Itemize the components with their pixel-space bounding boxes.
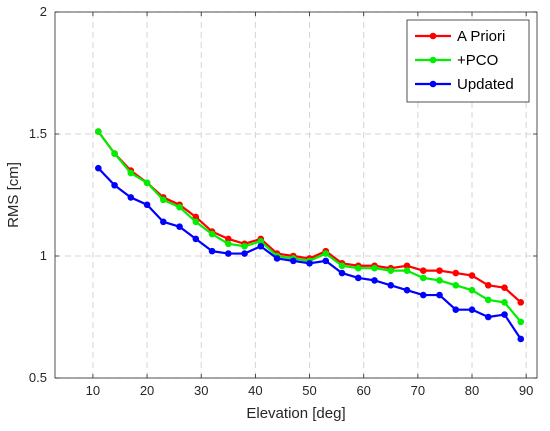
legend: A Priori +PCO Updated — [406, 19, 530, 103]
legend-swatch-marker — [429, 56, 437, 64]
data-point — [225, 240, 232, 248]
data-point — [452, 281, 460, 289]
data-point — [371, 277, 378, 284]
data-point — [257, 238, 265, 245]
data-point — [257, 242, 265, 250]
data-point — [208, 247, 216, 255]
data-point — [403, 267, 411, 274]
data-point — [111, 150, 118, 157]
data-point — [289, 257, 297, 265]
data-point — [127, 194, 135, 201]
data-point — [419, 267, 427, 274]
data-point — [517, 335, 525, 343]
x-tick-label: 40 — [248, 383, 262, 398]
legend-label: +PCO — [457, 52, 498, 69]
y-tick-label: 0.5 — [29, 370, 47, 385]
legend-item: Updated — [415, 76, 514, 93]
data-point — [468, 272, 476, 279]
data-point — [517, 299, 525, 306]
data-point — [208, 230, 216, 238]
data-point — [95, 128, 102, 135]
data-point — [452, 306, 460, 313]
data-point — [484, 296, 492, 304]
data-point — [501, 311, 508, 318]
y-axis-label: RMS [cm] — [5, 162, 22, 228]
data-point — [225, 250, 232, 257]
y-tick-label: 2 — [40, 4, 47, 19]
data-point — [127, 169, 135, 177]
data-point — [273, 255, 281, 262]
data-point — [436, 267, 443, 274]
x-tick-label: 70 — [411, 383, 425, 398]
data-point — [143, 179, 151, 187]
data-point — [436, 277, 443, 284]
x-tick-label: 60 — [356, 383, 370, 398]
x-axis-label: Elevation [deg] — [246, 405, 345, 422]
series-2 — [95, 164, 525, 343]
data-point — [468, 286, 476, 294]
data-point — [403, 262, 411, 270]
data-point — [484, 313, 492, 321]
data-point — [192, 213, 200, 221]
x-tick-label: 30 — [194, 383, 208, 398]
data-point — [484, 281, 492, 289]
data-point — [176, 203, 183, 211]
series-lines — [95, 128, 525, 343]
data-point — [192, 218, 200, 226]
data-point — [338, 262, 346, 270]
data-point — [501, 299, 508, 306]
data-point — [387, 267, 395, 274]
x-tick-label: 10 — [86, 383, 100, 398]
data-point — [403, 286, 411, 294]
data-point — [322, 257, 330, 265]
data-point — [419, 274, 427, 282]
data-point — [322, 250, 330, 257]
data-point — [306, 260, 313, 267]
data-point — [517, 318, 525, 326]
plot-frame — [54, 11, 538, 379]
data-point — [419, 291, 427, 299]
data-point — [225, 235, 232, 243]
data-point — [95, 164, 102, 172]
data-point — [192, 235, 200, 243]
data-point — [176, 223, 183, 231]
data-point — [452, 269, 460, 277]
x-tick-label: 80 — [465, 383, 479, 398]
data-point — [160, 218, 167, 226]
data-point — [354, 264, 362, 272]
data-point — [143, 201, 151, 209]
data-point — [468, 306, 476, 313]
axis-ticks: 10 20 30 40 50 60 70 80 90 0.5 1 1.5 2 — [29, 4, 537, 398]
data-point — [241, 242, 248, 250]
data-point — [501, 284, 508, 292]
data-point — [111, 181, 118, 189]
x-tick-label: 20 — [140, 383, 154, 398]
legend-swatch-marker — [429, 80, 437, 88]
legend-label: A Priori — [457, 28, 505, 45]
legend-item: A Priori — [415, 28, 505, 45]
data-point — [371, 264, 378, 272]
data-point — [241, 250, 248, 257]
legend-swatch-marker — [429, 32, 437, 40]
data-point — [354, 274, 362, 282]
data-point — [338, 269, 346, 277]
y-tick-label: 1.5 — [29, 126, 47, 141]
x-tick-label: 50 — [302, 383, 316, 398]
y-tick-label: 1 — [40, 248, 47, 263]
data-point — [387, 281, 395, 289]
data-point — [160, 196, 167, 204]
legend-item: +PCO — [415, 52, 498, 69]
legend-label: Updated — [457, 76, 514, 93]
x-tick-label: 90 — [519, 383, 533, 398]
data-point — [436, 291, 443, 299]
